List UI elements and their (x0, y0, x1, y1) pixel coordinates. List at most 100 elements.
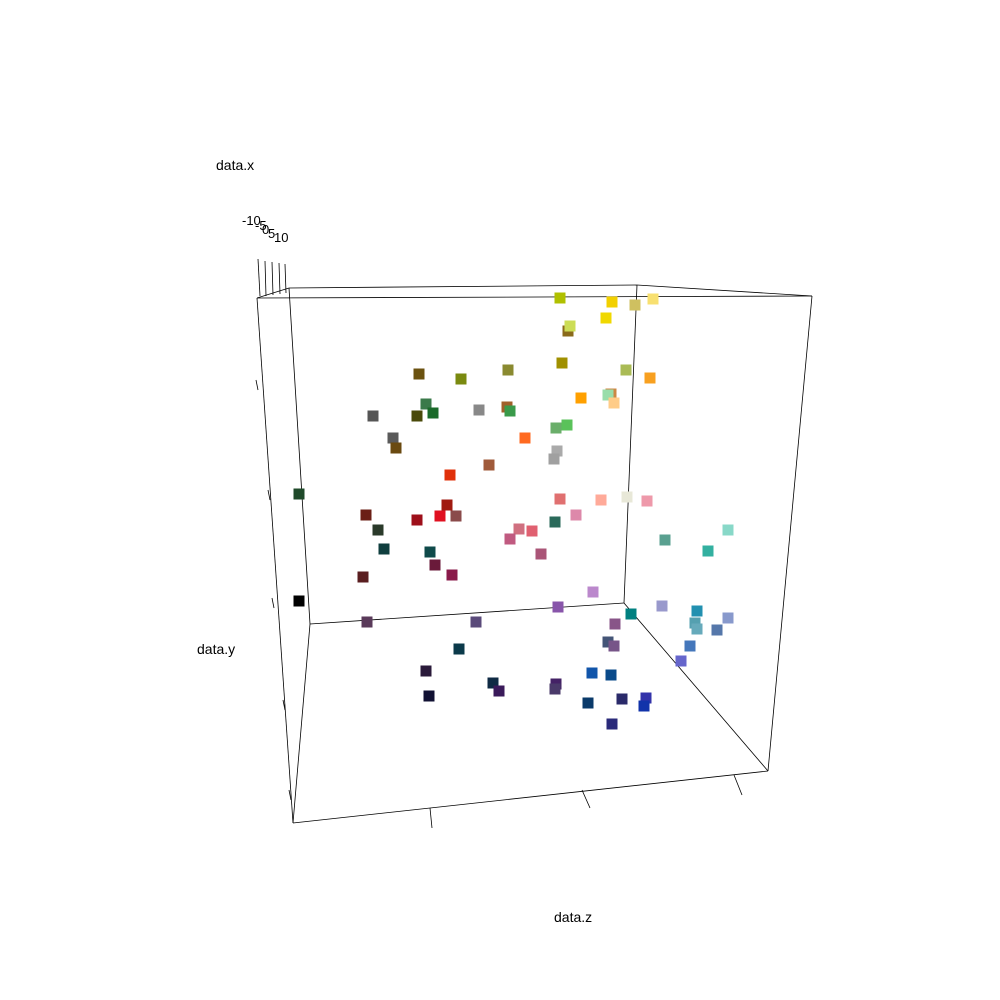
data-point (455, 373, 467, 385)
data-point (629, 299, 641, 311)
tick-mark (284, 263, 287, 294)
data-point (638, 700, 650, 712)
data-point (602, 389, 614, 401)
data-point (644, 372, 656, 384)
tick-mark (271, 261, 274, 296)
data-point (595, 494, 607, 506)
plot-box (256, 284, 813, 824)
data-point (722, 612, 734, 624)
data-point (420, 665, 432, 677)
data-point (625, 608, 637, 620)
data-point (473, 404, 485, 416)
data-point (423, 690, 435, 702)
data-point (605, 669, 617, 681)
data-point (602, 636, 614, 648)
data-point (293, 595, 305, 607)
data-point (535, 548, 547, 560)
data-point (600, 312, 612, 324)
y-axis-title: data.y (197, 641, 235, 657)
z-axis-title: data.z (554, 909, 592, 925)
data-point (621, 491, 633, 503)
data-point (549, 516, 561, 528)
data-point (570, 509, 582, 521)
data-point (606, 718, 618, 730)
data-point (691, 605, 703, 617)
x-tick-label: -5 (255, 218, 267, 233)
tick-mark (264, 260, 267, 297)
data-point (609, 618, 621, 630)
data-point (513, 523, 525, 535)
tick-mark (271, 597, 275, 609)
tick-mark (257, 258, 261, 297)
data-point (587, 586, 599, 598)
x-tick-label: 0 (262, 222, 269, 237)
x-tick-label: -10 (242, 213, 261, 228)
data-point (434, 510, 446, 522)
data-point (367, 410, 379, 422)
data-point (554, 493, 566, 505)
data-points (293, 292, 734, 730)
data-point (548, 453, 560, 465)
data-point (554, 292, 566, 304)
data-point (689, 617, 701, 629)
data-point (387, 432, 399, 444)
tick-mark (429, 807, 433, 829)
data-point (656, 600, 668, 612)
data-point (360, 509, 372, 521)
x-tick-label: 10 (274, 230, 288, 245)
box-edge (256, 297, 294, 824)
data-point (446, 569, 458, 581)
box-edge (288, 287, 311, 625)
data-point (550, 422, 562, 434)
data-point (564, 320, 576, 332)
box-edge (288, 284, 638, 289)
data-point (561, 419, 573, 431)
data-point (575, 392, 587, 404)
data-point (502, 364, 514, 376)
tick-mark (733, 774, 743, 796)
data-point (551, 445, 563, 457)
data-point (647, 293, 659, 305)
data-point (444, 469, 456, 481)
data-point (659, 534, 671, 546)
box-edge (292, 623, 311, 824)
box-edge (636, 284, 813, 297)
data-point (640, 692, 652, 704)
data-point (411, 410, 423, 422)
data-point (450, 510, 462, 522)
tick-mark (278, 262, 281, 295)
data-point (684, 640, 696, 652)
data-point (641, 495, 653, 507)
data-point (608, 640, 620, 652)
tick-mark (288, 789, 292, 801)
x-axis-title: data.x (216, 157, 254, 173)
data-point (413, 368, 425, 380)
data-point (582, 697, 594, 709)
data-point (441, 499, 453, 511)
data-point (586, 667, 598, 679)
box-edge (623, 602, 769, 772)
data-point (378, 543, 390, 555)
data-point (390, 442, 402, 454)
tick-mark (267, 489, 271, 501)
data-point (372, 524, 384, 536)
data-point (616, 693, 628, 705)
data-point (411, 514, 423, 526)
box-edge (309, 602, 625, 625)
data-point (470, 616, 482, 628)
data-point (429, 559, 441, 571)
data-point (526, 525, 538, 537)
data-point (691, 623, 703, 635)
data-point (357, 571, 369, 583)
data-point (608, 397, 620, 409)
data-point (504, 405, 516, 417)
tick-mark (282, 699, 286, 711)
data-point (702, 545, 714, 557)
box-edge (767, 295, 813, 772)
data-point (606, 296, 618, 308)
box-edge (292, 770, 769, 824)
box-edge (623, 284, 638, 604)
data-point (453, 643, 465, 655)
data-point (675, 655, 687, 667)
